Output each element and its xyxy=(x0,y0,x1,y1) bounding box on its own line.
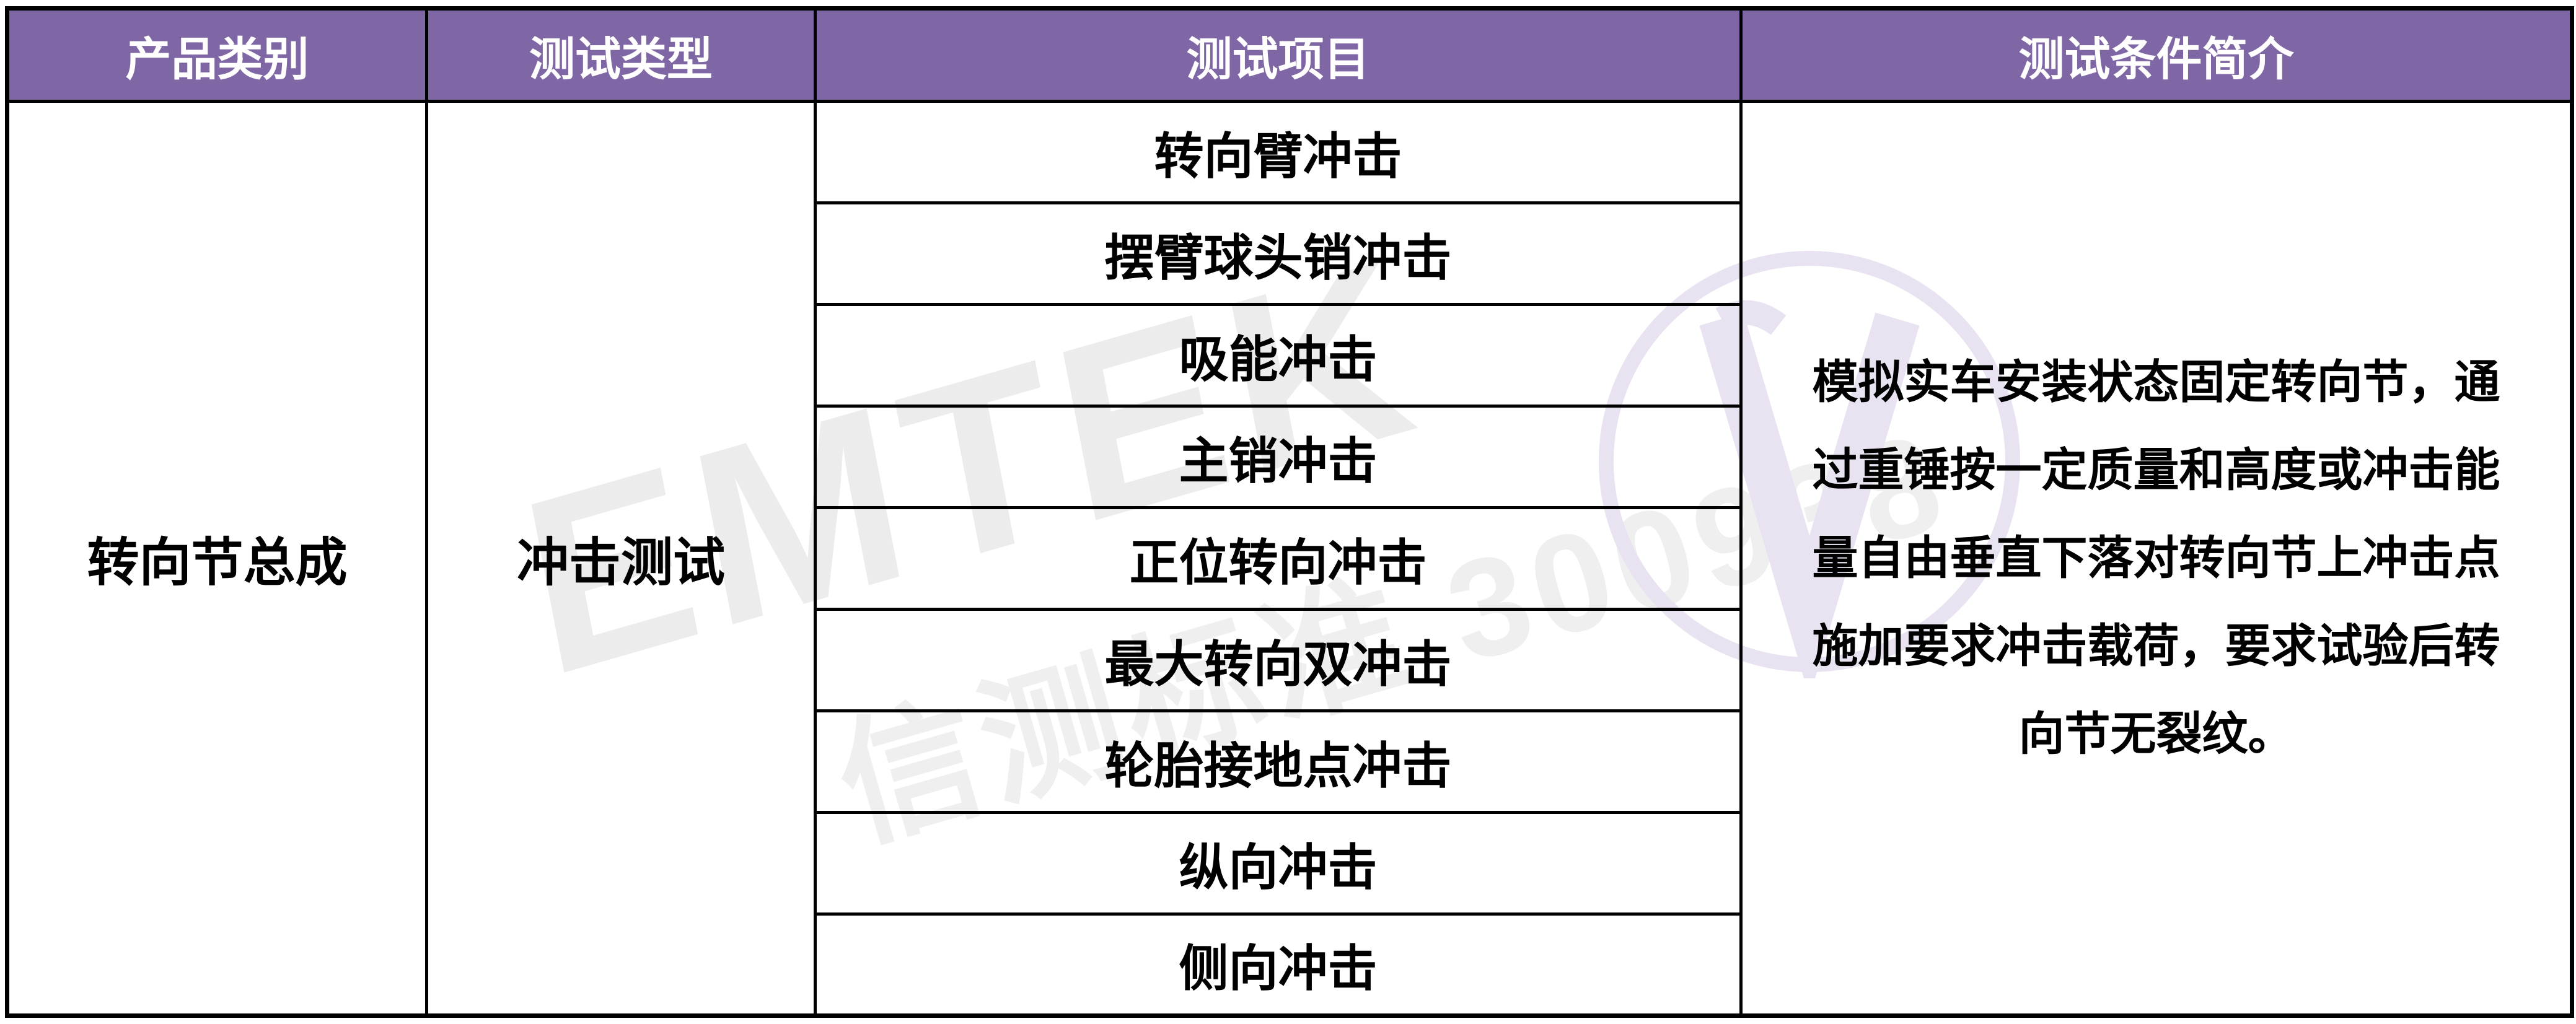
table-row: 主销冲击 xyxy=(7,405,2572,509)
cell-test-item: 正位转向冲击 xyxy=(814,506,1743,611)
header-test-condition: 测试条件简介 xyxy=(1739,7,2574,103)
table-row: 纵向冲击 xyxy=(7,811,2572,916)
table-row: 正位转向冲击 xyxy=(7,506,2572,611)
header-product-category: 产品类别 xyxy=(6,7,428,103)
cell-test-item: 最大转向双冲击 xyxy=(814,608,1743,712)
table-row: 轮胎接地点冲击 xyxy=(7,709,2572,814)
cell-test-item: 侧向冲击 xyxy=(814,912,1743,1017)
table-row: 侧向冲击 xyxy=(7,912,2572,1017)
cell-test-type: 冲击测试 xyxy=(425,100,817,1017)
cell-product-category: 转向节总成 xyxy=(6,100,428,1017)
table-row: 最大转向双冲击 xyxy=(7,608,2572,712)
cell-test-item: 纵向冲击 xyxy=(814,811,1743,916)
cell-test-item: 转向臂冲击 xyxy=(814,100,1743,204)
cell-test-item: 吸能冲击 xyxy=(814,303,1743,408)
header-test-type: 测试类型 xyxy=(425,7,817,103)
test-condition-text: 模拟实车安装状态固定转向节，通过重锤按一定质量和高度或冲击能量自由垂直下落对转向… xyxy=(1812,356,2500,759)
cell-test-item: 主销冲击 xyxy=(814,405,1743,509)
header-test-item: 测试项目 xyxy=(814,7,1743,103)
table-row: 转向节总成 冲击测试 转向臂冲击 模拟实车安装状态固定转向节，通过重锤按一定质量… xyxy=(6,100,2574,1017)
product-test-table: 产品类别 测试类型 测试项目 测试条件简介 转向节总成 冲击测试 转向臂冲击 模… xyxy=(5,6,2574,1018)
cell-test-item: 轮胎接地点冲击 xyxy=(814,709,1743,814)
cell-test-condition: 模拟实车安装状态固定转向节，通过重锤按一定质量和高度或冲击能量自由垂直下落对转向… xyxy=(1739,100,2574,1017)
table-row: 摆臂球头销冲击 xyxy=(7,201,2572,306)
cell-test-item: 摆臂球头销冲击 xyxy=(814,201,1743,306)
header-row: 产品类别 测试类型 测试项目 测试条件简介 xyxy=(6,7,2574,103)
